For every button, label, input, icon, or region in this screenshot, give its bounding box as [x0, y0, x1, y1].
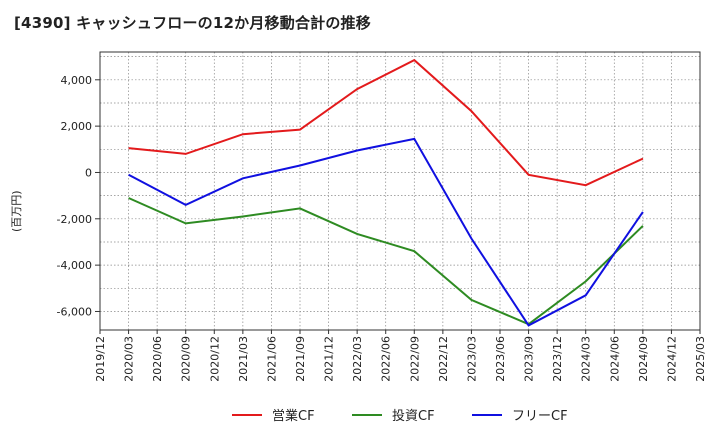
x-tick-label: 2024/03 — [580, 336, 593, 382]
x-tick-label: 2022/03 — [351, 336, 364, 382]
x-tick-label: 2024/09 — [637, 336, 650, 382]
legend-label: 投資CF — [392, 408, 435, 424]
grid-lines — [99, 52, 701, 330]
x-tick-label: 2021/03 — [237, 336, 250, 382]
x-tick-labels: 2019/12 2020/03 2020/06 2020/09 2020/12 2021/… — [94, 330, 707, 382]
legend: 営業CF 投資CF フリーCF — [232, 408, 568, 424]
x-tick-label: 2022/06 — [380, 336, 393, 382]
x-tick-label: 2021/12 — [323, 336, 336, 382]
series-lines — [128, 58, 644, 327]
x-tick-label: 2023/06 — [494, 336, 507, 382]
y-tick-label: -6,000 — [57, 305, 92, 318]
x-tick-label: 2020/09 — [180, 336, 193, 382]
y-tick-label: -4,000 — [57, 259, 92, 272]
x-tick-label: 2022/09 — [408, 336, 421, 382]
x-tick-label: 2024/06 — [608, 336, 621, 382]
y-tick-label: 4,000 — [61, 74, 93, 87]
y-tick-labels: 4,000 2,000 0 -2,000 -4,000 -6,000 — [57, 74, 100, 318]
series-line-3 — [128, 137, 644, 327]
y-tick-label: -2,000 — [57, 213, 92, 226]
x-tick-label: 2021/09 — [294, 336, 307, 382]
x-tick-label: 2020/12 — [208, 336, 221, 382]
y-tick-label: 2,000 — [61, 120, 93, 133]
y-tick-label: 0 — [85, 166, 92, 179]
x-tick-label: 2020/03 — [123, 336, 136, 382]
series-line-1 — [128, 58, 644, 187]
series-line-2 — [128, 197, 644, 326]
x-tick-label: 2019/12 — [94, 336, 107, 382]
legend-label: フリーCF — [512, 409, 568, 424]
x-tick-label: 2023/03 — [465, 336, 478, 382]
x-tick-label: 2021/06 — [265, 336, 278, 382]
x-tick-label: 2024/12 — [665, 336, 678, 382]
plot-frame — [99, 51, 701, 331]
x-tick-label: 2023/12 — [551, 336, 564, 382]
x-tick-label: 2023/09 — [523, 336, 536, 382]
x-tick-label: 2022/12 — [437, 336, 450, 382]
chart-title: [4390] キャッシュフローの12か月移動合計の推移 — [14, 14, 371, 32]
x-tick-label: 2020/06 — [151, 336, 164, 382]
legend-label: 営業CF — [272, 408, 315, 424]
x-tick-label: 2025/03 — [694, 336, 707, 382]
